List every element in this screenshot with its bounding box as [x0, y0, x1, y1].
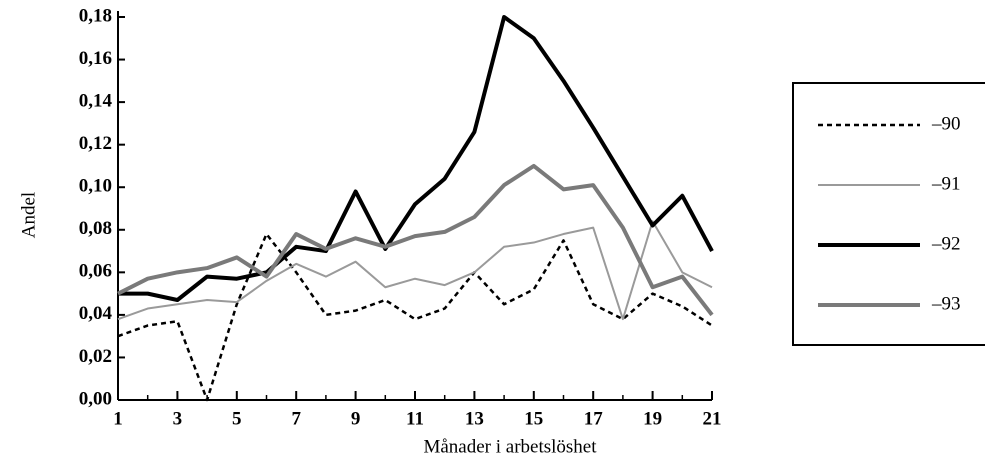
- series-line: [117, 220, 713, 321]
- series-line: [117, 163, 714, 317]
- y-tick-label: 0,10: [79, 176, 112, 197]
- x-tick-label: 1: [113, 408, 123, 429]
- x-tick-label: 13: [465, 408, 484, 429]
- x-axis-label: Månader i arbetslöshet: [423, 436, 597, 457]
- y-tick-label: 0,16: [79, 48, 112, 69]
- y-tick-label: 0,18: [79, 5, 112, 26]
- y-tick-label: 0,06: [79, 261, 112, 282]
- x-tick-label: 3: [173, 408, 183, 429]
- legend-label: –90: [931, 113, 961, 134]
- x-tick-label: 5: [232, 408, 242, 429]
- legend-box: [792, 82, 985, 346]
- legend-label: –93: [931, 293, 961, 314]
- legend-label: –91: [931, 173, 961, 194]
- x-tick-label: 7: [291, 408, 301, 429]
- series-line: [118, 15, 714, 302]
- x-tick-label: 21: [703, 408, 722, 429]
- y-tick-label: 0,12: [79, 133, 112, 154]
- y-tick-label: 0,04: [79, 303, 113, 324]
- x-tick-label: 17: [584, 408, 604, 429]
- legend-label: –92: [931, 233, 961, 254]
- x-tick-label: 15: [524, 408, 543, 429]
- x-tick-label: 9: [351, 408, 361, 429]
- y-tick-label: 0,14: [79, 90, 113, 111]
- y-tick-label: 0,02: [79, 346, 112, 367]
- x-tick-label: 19: [643, 408, 662, 429]
- y-tick-label: 0,00: [79, 388, 112, 409]
- y-tick-label: 0,08: [79, 218, 112, 239]
- x-tick-label: 11: [406, 408, 424, 429]
- y-axis-label: Andel: [18, 192, 39, 238]
